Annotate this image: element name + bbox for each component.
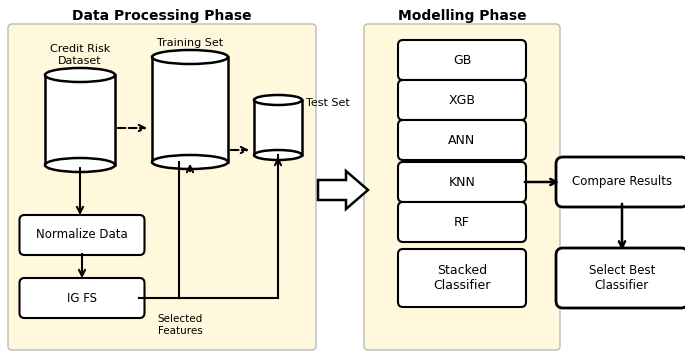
Text: Stacked
Classifier: Stacked Classifier <box>434 264 490 292</box>
FancyBboxPatch shape <box>8 24 316 350</box>
Text: Modelling Phase: Modelling Phase <box>398 9 526 23</box>
Text: ANN: ANN <box>449 134 475 147</box>
FancyBboxPatch shape <box>364 24 560 350</box>
Ellipse shape <box>152 50 228 64</box>
Text: IG FS: IG FS <box>67 291 97 305</box>
Text: Select Best
Classifier: Select Best Classifier <box>589 264 655 292</box>
Ellipse shape <box>45 68 115 82</box>
Text: GB: GB <box>453 53 471 66</box>
FancyBboxPatch shape <box>398 40 526 80</box>
FancyBboxPatch shape <box>398 249 526 307</box>
Text: KNN: KNN <box>449 175 475 188</box>
Text: Credit Risk
Dataset: Credit Risk Dataset <box>50 44 110 66</box>
Text: Compare Results: Compare Results <box>572 175 672 188</box>
FancyBboxPatch shape <box>398 162 526 202</box>
Polygon shape <box>45 75 115 165</box>
Polygon shape <box>318 171 368 209</box>
Ellipse shape <box>254 150 302 160</box>
Text: Data Processing Phase: Data Processing Phase <box>72 9 252 23</box>
FancyBboxPatch shape <box>398 80 526 120</box>
Text: Training Set: Training Set <box>157 38 223 48</box>
Text: Test Set: Test Set <box>306 98 350 108</box>
Ellipse shape <box>45 158 115 172</box>
Ellipse shape <box>254 95 302 105</box>
Text: RF: RF <box>454 216 470 228</box>
Text: Selected
Features: Selected Features <box>158 314 203 336</box>
FancyBboxPatch shape <box>19 278 145 318</box>
Text: Normalize Data: Normalize Data <box>36 228 128 241</box>
Polygon shape <box>254 100 302 155</box>
FancyBboxPatch shape <box>398 120 526 160</box>
FancyBboxPatch shape <box>556 248 685 308</box>
FancyBboxPatch shape <box>556 157 685 207</box>
FancyBboxPatch shape <box>398 202 526 242</box>
FancyBboxPatch shape <box>19 215 145 255</box>
Text: XGB: XGB <box>449 94 475 106</box>
Ellipse shape <box>152 155 228 169</box>
Polygon shape <box>152 57 228 162</box>
